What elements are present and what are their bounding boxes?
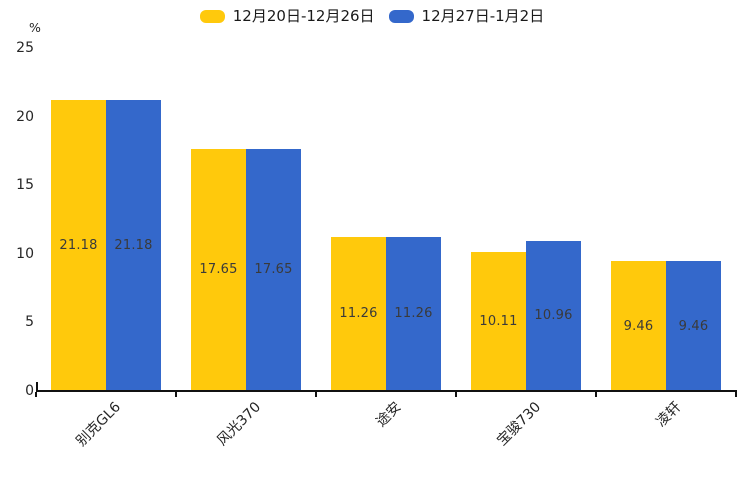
bar: 10.96 bbox=[526, 240, 581, 391]
y-tick-label: 25 bbox=[16, 40, 34, 56]
bar-value-label: 11.26 bbox=[394, 306, 433, 322]
bar: 11.26 bbox=[331, 236, 386, 391]
bar: 17.65 bbox=[246, 148, 301, 391]
bar-value-label: 21.18 bbox=[114, 238, 153, 254]
x-tick bbox=[175, 392, 177, 397]
y-tick-label: 10 bbox=[16, 245, 34, 262]
x-tick-label: 途安 bbox=[373, 399, 405, 431]
legend-item: 12月27日-1月2日 bbox=[388, 6, 545, 26]
y-tick-label: 0 bbox=[25, 383, 34, 399]
y-axis-stub bbox=[36, 382, 38, 391]
bar-value-label: 17.65 bbox=[254, 262, 293, 278]
bar-value-label: 9.46 bbox=[623, 318, 654, 334]
y-tick-label: 15 bbox=[16, 177, 34, 194]
legend-item: 12月20日-12月26日 bbox=[199, 6, 375, 26]
x-tick bbox=[35, 392, 37, 397]
bar: 11.26 bbox=[386, 236, 441, 391]
x-tick-label: 宝骏730 bbox=[494, 399, 545, 450]
bar-value-label: 21.18 bbox=[59, 238, 98, 254]
y-tick-label: 20 bbox=[16, 108, 34, 125]
bar: 9.46 bbox=[666, 261, 721, 391]
x-axis-line bbox=[36, 390, 737, 392]
x-tick-label: 风光370 bbox=[214, 399, 265, 450]
bar: 21.18 bbox=[106, 100, 161, 391]
bar-value-label: 11.26 bbox=[339, 306, 378, 322]
legend-label: 12月20日-12月26日 bbox=[232, 7, 375, 25]
x-tick bbox=[595, 392, 597, 397]
bar: 17.65 bbox=[191, 148, 246, 391]
legend-label: 12月27日-1月2日 bbox=[421, 7, 545, 25]
x-tick-label: 凌轩 bbox=[653, 399, 685, 431]
bar-value-label: 10.11 bbox=[479, 314, 518, 330]
x-tick bbox=[455, 392, 457, 397]
x-tick-label: 别克GL6 bbox=[73, 399, 125, 450]
bar-value-label: 9.46 bbox=[678, 318, 709, 334]
legend-swatch-icon bbox=[388, 9, 414, 23]
x-tick bbox=[735, 392, 737, 397]
y-axis-unit-label: % bbox=[29, 20, 41, 35]
bar: 9.46 bbox=[611, 261, 666, 391]
x-tick bbox=[315, 392, 317, 397]
bar: 21.18 bbox=[51, 100, 106, 391]
legend-swatch-icon bbox=[199, 9, 225, 23]
legend: 12月20日-12月26日 12月27日-1月2日 bbox=[0, 6, 744, 26]
y-tick-label: 5 bbox=[25, 314, 34, 331]
bar-value-label: 10.96 bbox=[534, 308, 573, 324]
bar-value-label: 17.65 bbox=[199, 262, 238, 278]
bar: 10.11 bbox=[471, 252, 526, 391]
